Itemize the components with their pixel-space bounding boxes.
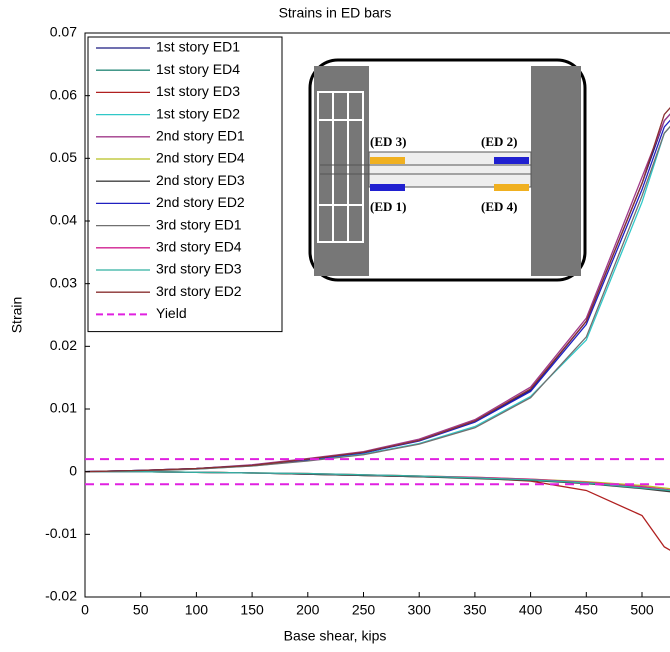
y-tick-label: 0.01 — [50, 400, 77, 416]
x-tick-label: 400 — [519, 602, 543, 618]
legend-label: 2nd story ED2 — [156, 194, 245, 210]
x-tick-label: 500 — [630, 602, 654, 618]
inset-label: (ED 4) — [481, 199, 517, 214]
x-tick-label: 0 — [81, 602, 89, 618]
chart-title: Strains in ED bars — [279, 5, 392, 21]
y-axis-label: Strain — [9, 297, 25, 334]
y-tick-label: -0.02 — [45, 588, 77, 604]
legend-label: 3rd story ED2 — [156, 283, 242, 299]
legend-label: 1st story ED1 — [156, 39, 240, 55]
x-tick-label: 250 — [352, 602, 376, 618]
legend-label: 3rd story ED1 — [156, 216, 242, 232]
y-tick-label: 0 — [69, 462, 77, 478]
legend-label: 2nd story ED4 — [156, 150, 245, 166]
x-axis-label: Base shear, kips — [284, 628, 387, 644]
y-tick-label: 0.07 — [50, 24, 77, 40]
y-tick-label: 0.05 — [50, 149, 77, 165]
lines — [85, 107, 670, 551]
x-tick-label: 300 — [408, 602, 432, 618]
y-tick-label: 0.04 — [50, 212, 77, 228]
legend-box — [87, 36, 283, 333]
legend-label: 3rd story ED4 — [156, 239, 242, 255]
y-tick-label: 0.03 — [50, 274, 77, 290]
y-tick-label: -0.01 — [45, 525, 77, 541]
legend: 1st story ED1 1st story ED4 1st story ED3 1… — [87, 36, 283, 333]
y-tick-label: 0.02 — [50, 337, 77, 353]
inset: (ED 3) (ED 2) (ED 1) (ED 4) — [308, 58, 587, 282]
legend-label: 1st story ED4 — [156, 61, 240, 77]
legend-label: 1st story ED2 — [156, 105, 240, 121]
inset-label: (ED 1) — [370, 199, 406, 214]
x-tick-label: 200 — [296, 602, 320, 618]
inset-label: (ED 2) — [481, 134, 517, 149]
series-line — [85, 471, 670, 492]
legend-label: 3rd story ED3 — [156, 261, 242, 277]
x-tick-label: 100 — [185, 602, 209, 618]
inset-label: (ED 3) — [370, 134, 406, 149]
legend-label: 2nd story ED3 — [156, 172, 245, 188]
legend-label: 1st story ED3 — [156, 83, 240, 99]
legend-label: Yield — [156, 305, 187, 321]
series-line — [85, 107, 670, 473]
x-tick-label: 450 — [575, 602, 599, 618]
x-tick-label: 350 — [463, 602, 487, 618]
x-tick-label: 50 — [133, 602, 149, 618]
x-tick-label: 150 — [240, 602, 264, 618]
y-tick-label: 0.06 — [50, 86, 77, 102]
legend-label: 2nd story ED1 — [156, 128, 245, 144]
